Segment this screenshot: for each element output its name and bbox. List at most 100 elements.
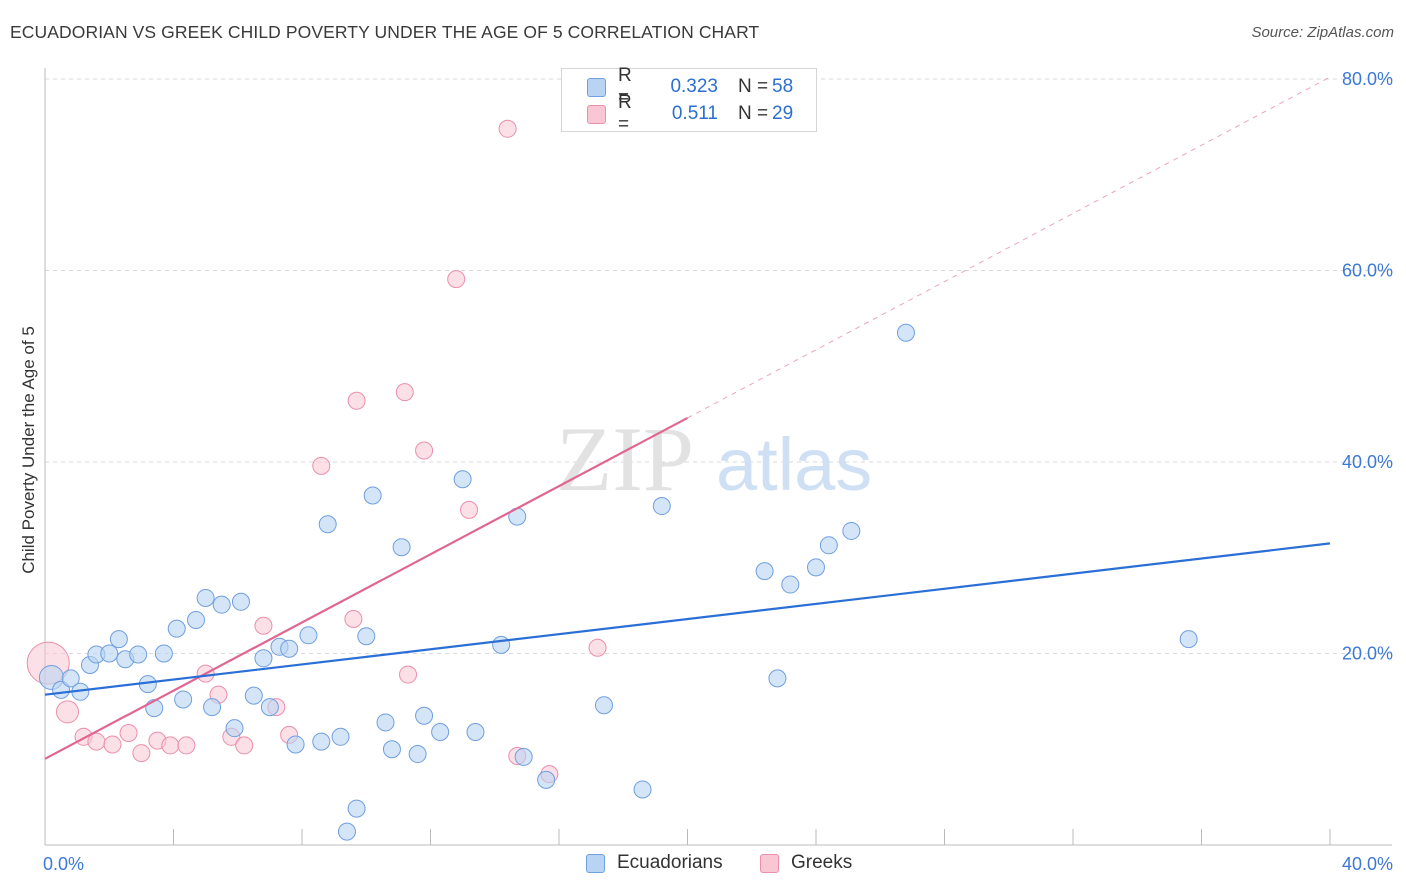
greek-point (460, 500, 479, 519)
watermark: ZIP atlas (556, 408, 872, 510)
ecuadorian-point (196, 588, 215, 607)
legend-row-ecuadorians: R = 0.323 N = 58 (587, 65, 794, 108)
y-tick-label: 40.0% (1342, 452, 1393, 472)
ecuadorian-point (466, 723, 485, 742)
ecuadorian-point (280, 639, 299, 658)
x-tick-label: 0.0% (43, 854, 84, 874)
chart-title: ECUADORIAN VS GREEK CHILD POVERTY UNDER … (10, 22, 760, 42)
greek-point (399, 665, 418, 684)
greeks-points (26, 119, 607, 784)
watermark-zip: ZIP (556, 408, 694, 510)
ecuadorian-point (231, 592, 250, 611)
ecuadorian-point (492, 635, 511, 654)
greek-point (498, 119, 517, 138)
legend-swatch-ecuadorians (586, 853, 605, 873)
greek-point (254, 616, 273, 635)
greek-point (161, 736, 180, 755)
ecuadorian-point (254, 649, 273, 668)
ecuadorian-point (453, 470, 472, 489)
ecuadorian-point (312, 732, 331, 751)
ecuadorian-point (337, 822, 356, 841)
y-tick-label: 80.0% (1342, 69, 1393, 89)
greek-point (55, 700, 79, 724)
legend-row-greeks: R = 0.511 N = 29 (587, 92, 793, 135)
watermark-atlas: atlas (716, 423, 872, 506)
greek-point (347, 391, 366, 410)
y-axis-label: Child Poverty Under the Age of 5 (19, 326, 38, 574)
y-axis-label-wrap: Child Poverty Under the Age of 5 (14, 326, 44, 574)
ecuadorian-point (154, 644, 173, 663)
source-label: Source: ZipAtlas.com (1251, 24, 1394, 41)
ecuadorian-point (203, 698, 222, 717)
greek-point (177, 736, 196, 755)
greek-point (447, 270, 466, 289)
ecuadorians-trend-line (44, 542, 1331, 696)
ecuadorian-point (109, 630, 128, 649)
greek-point (312, 456, 331, 475)
legend-n-label: N = (738, 103, 769, 124)
ecuadorian-point (382, 740, 401, 759)
ecuadorian-point (212, 595, 231, 614)
ecuadorian-point (376, 713, 395, 732)
greek-point (588, 638, 607, 657)
ecuadorian-point (781, 575, 800, 594)
ecuadorian-point (331, 727, 350, 746)
y-tick-label: 60.0% (1342, 261, 1393, 281)
legend-n-label: N = (738, 76, 769, 97)
axes (44, 68, 1392, 846)
ecuadorian-point (896, 323, 915, 342)
ecuadorian-point (61, 669, 80, 688)
ecuadorian-point (186, 610, 205, 629)
ecuadorian-point (145, 699, 164, 718)
ecuadorian-point (347, 799, 366, 818)
ecuadorian-point (174, 690, 193, 709)
ecuadorian-point (244, 686, 263, 705)
series-legend: Ecuadorians Greeks (0, 852, 1406, 876)
legend-r-value: 0.323 (670, 76, 718, 97)
grid-lines (45, 78, 1392, 654)
ecuadorian-point (633, 780, 652, 799)
greek-point (119, 723, 138, 742)
ecuadorian-point (363, 486, 382, 505)
ecuadorian-point (129, 645, 148, 664)
ecuadorian-point (652, 497, 671, 516)
ecuadorian-point (807, 558, 825, 577)
legend-swatch-greeks (760, 853, 779, 873)
greek-point (103, 735, 122, 754)
legend-swatch-greeks (587, 104, 606, 124)
ecuadorian-point (1179, 630, 1198, 649)
legend-n-value: 58 (772, 76, 794, 97)
greek-point (235, 736, 254, 755)
x-tick-label: 40.0% (1342, 854, 1393, 874)
ecuadorian-point (357, 627, 376, 646)
ecuadorian-point (260, 698, 279, 717)
ecuadorian-point (392, 538, 411, 557)
ecuadorian-point (514, 747, 533, 766)
ecuadorian-point (100, 644, 119, 663)
legend-r-label: R = (618, 65, 632, 108)
legend-swatch-ecuadorians (587, 77, 606, 97)
greek-point (395, 383, 414, 402)
ecuadorian-point (819, 536, 838, 555)
greek-point (132, 744, 151, 763)
legend-item-ecuadorians[interactable]: Ecuadorians (586, 852, 723, 874)
ecuadorians-points (38, 323, 1198, 841)
y-tick-label: 20.0% (1342, 644, 1393, 664)
tick-labels: 20.0% 40.0% 60.0% 80.0% 0.0% 40.0% (43, 69, 1393, 874)
legend-label-ecuadorians: Ecuadorians (617, 852, 723, 873)
ecuadorian-point (299, 626, 318, 645)
greek-point (415, 441, 434, 460)
legend-label-greeks: Greeks (791, 852, 853, 873)
greeks-trend-extension (687, 76, 1331, 419)
ecuadorian-point (415, 706, 434, 725)
ecuadorian-point (842, 521, 861, 540)
trend-lines (44, 76, 1331, 760)
greek-point (344, 610, 363, 629)
ecuadorian-point (286, 735, 305, 754)
legend-item-greeks[interactable]: Greeks (760, 852, 852, 874)
ecuadorian-point (537, 770, 556, 789)
ecuadorian-point (408, 745, 427, 764)
ecuadorian-point (755, 562, 774, 581)
ecuadorian-point (167, 619, 186, 638)
